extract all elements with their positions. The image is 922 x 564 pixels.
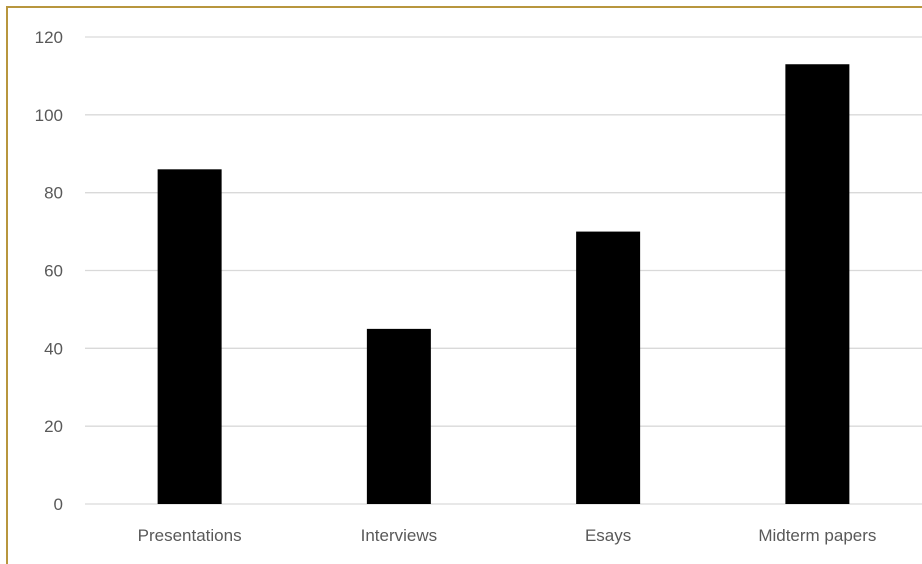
- y-tick-label: 0: [54, 495, 63, 514]
- bars: [157, 64, 850, 505]
- y-tick-label: 20: [44, 417, 63, 436]
- x-tick-label: Presentations: [138, 526, 242, 545]
- gridlines: [85, 36, 922, 505]
- y-tick-label: 80: [44, 184, 63, 203]
- y-tick-label: 100: [35, 106, 63, 125]
- x-axis-ticks: Presentations Interviews Esays Midterm pape…: [138, 526, 877, 545]
- bar-midterm-papers: [785, 64, 850, 504]
- x-tick-label: Midterm papers: [758, 526, 876, 545]
- bar-presentations: [157, 169, 222, 505]
- y-tick-label: 40: [44, 339, 63, 358]
- y-tick-label: 60: [44, 262, 63, 281]
- x-tick-label: Interviews: [361, 526, 438, 545]
- y-tick-label: 120: [35, 28, 63, 47]
- bar-esays: [576, 231, 641, 505]
- y-axis-ticks: 0 20 40 60 80 100 120: [35, 28, 63, 514]
- bar-interviews: [366, 328, 431, 504]
- x-tick-label: Esays: [585, 526, 631, 545]
